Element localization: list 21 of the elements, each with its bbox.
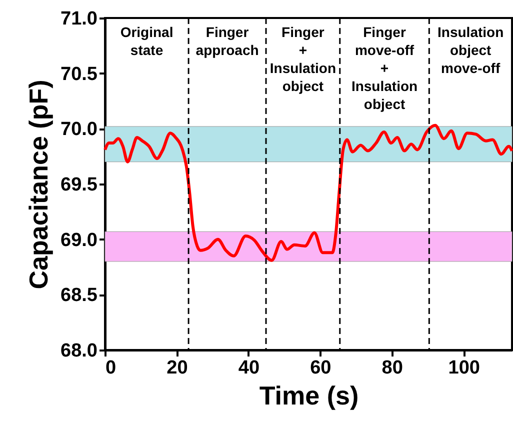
annotation: Original state (120, 24, 174, 58)
x-tick-label: 0 (106, 358, 116, 378)
annotation: Finger + Insulation object (270, 24, 336, 94)
x-tick-label: 60 (310, 358, 332, 378)
x-tick-label: 40 (238, 358, 260, 378)
x-tick-label: 20 (166, 358, 188, 378)
annotation: Finger approach (196, 24, 259, 58)
y-tick-label: 70.5 (60, 64, 98, 85)
x-tick-label: 100 (448, 358, 480, 378)
y-tick-label: 71.0 (60, 8, 98, 30)
y-tick-label: 70.0 (60, 119, 98, 140)
y-tick-label: 69.5 (60, 174, 98, 196)
annotation: Insulation object move-off (438, 24, 504, 76)
y-tick-label: 68.5 (60, 285, 98, 306)
annotation: Finger move-off + Insulation object (351, 24, 418, 112)
x-axis-title: Time (s) (259, 380, 359, 410)
x-tick-label: 80 (382, 358, 403, 378)
line-series (104, 124, 513, 262)
y-tick-label: 68.0 (60, 340, 98, 362)
y-tick-label: 69.0 (60, 230, 98, 251)
y-axis-title: Capacitance (pF) (24, 80, 54, 290)
